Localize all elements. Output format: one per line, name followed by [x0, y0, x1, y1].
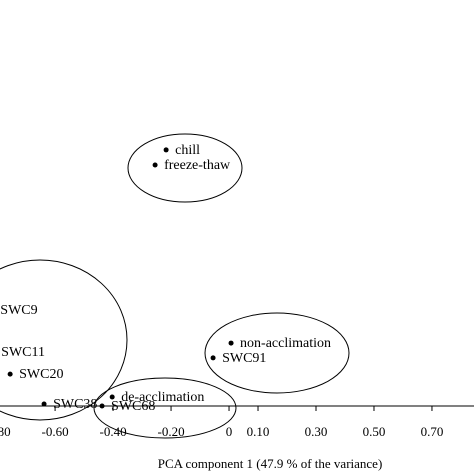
- point: [152, 162, 158, 168]
- point-label: SWC38: [53, 397, 97, 412]
- point-label: freeze-thaw: [164, 158, 231, 173]
- x-tick-label: 0.50: [363, 424, 386, 439]
- x-tick-label: 0: [226, 424, 233, 439]
- x-axis-title: PCA component 1 (47.9 % of the variance): [158, 456, 383, 471]
- point-label: de-acclimation: [121, 390, 204, 405]
- cluster-ellipse: [93, 377, 237, 439]
- cluster-ellipse: [0, 259, 128, 421]
- point-label: chill: [175, 143, 200, 158]
- point-label: SWC9: [0, 303, 37, 318]
- point: [7, 371, 13, 377]
- point: [109, 394, 115, 400]
- x-tick-label: 0.70: [421, 424, 444, 439]
- x-tick-label: -0.80: [0, 424, 11, 439]
- point: [210, 355, 216, 361]
- point-label: SWC20: [19, 367, 63, 382]
- x-tick-label: -0.60: [42, 424, 69, 439]
- cluster-ellipse: [204, 312, 350, 394]
- point-label: non-acclimation: [240, 336, 331, 351]
- point-label: SWC68: [111, 399, 155, 414]
- point: [99, 403, 105, 409]
- point-label: SWC91: [222, 351, 266, 366]
- x-tick-label: 0.30: [305, 424, 328, 439]
- point-label: SWC11: [1, 345, 45, 360]
- point: [228, 340, 234, 346]
- x-tick-label: -0.20: [157, 424, 184, 439]
- point: [163, 147, 169, 153]
- cluster-ellipse: [127, 133, 243, 203]
- x-tick-label: 0.10: [247, 424, 270, 439]
- x-tick-label: -0.40: [100, 424, 127, 439]
- point: [41, 401, 47, 407]
